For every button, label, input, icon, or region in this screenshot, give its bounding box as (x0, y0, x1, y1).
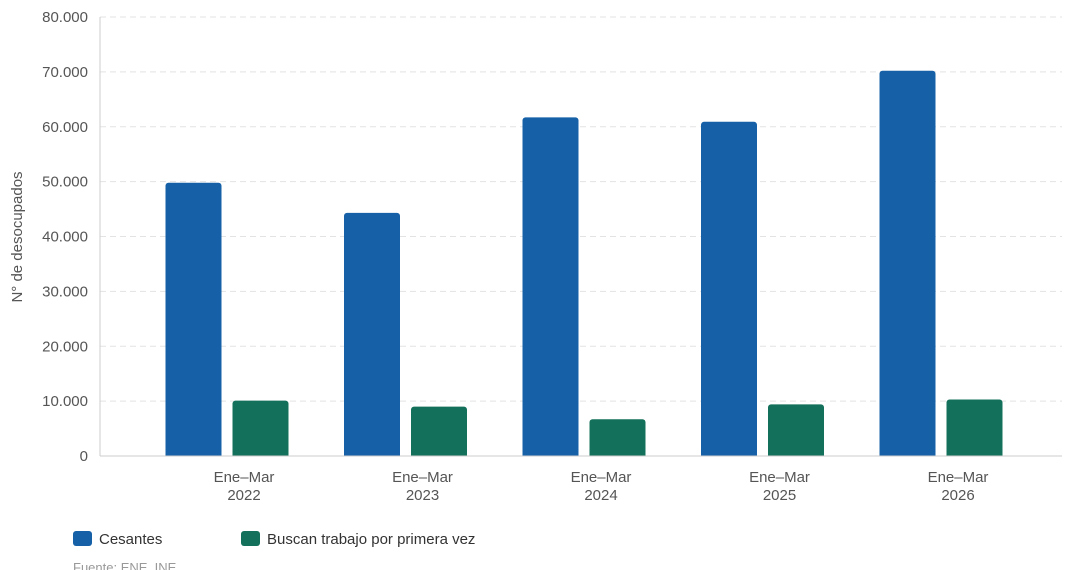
bar-cesantes-0 (165, 182, 222, 456)
legend-swatch-1 (241, 531, 260, 546)
y-axis-ticks: 0 10.000 20.000 30.000 40.000 50.000 60.000 70.… (42, 9, 88, 465)
bar-cesantes-3 (701, 121, 757, 456)
x-tick-label: Ene–Mar 2026 (928, 469, 989, 504)
legend: Cesantes Buscan trabajo por primera vez (73, 531, 475, 548)
bar-base (768, 452, 824, 456)
y-tick-label: 30.000 (42, 283, 88, 300)
y-tick-label: 70.000 (42, 64, 88, 81)
y-tick-label: 20.000 (42, 338, 88, 355)
bar-primera-vez-2 (589, 419, 646, 456)
x-tick-label: Ene–Mar 2024 (571, 469, 632, 504)
bar-base (879, 452, 936, 456)
y-tick-label: 10.000 (42, 393, 88, 410)
bar-base (344, 452, 400, 456)
y-tick-label: 50.000 (42, 174, 88, 191)
bar-base (946, 452, 1003, 456)
bar-primera-vez-3 (768, 404, 824, 456)
x-tick-label: Ene–Mar 2023 (392, 469, 453, 504)
y-tick-label: 60.000 (42, 119, 88, 136)
legend-label-1: Buscan trabajo por primera vez (267, 531, 475, 548)
y-axis-title: N° de desocupados (9, 171, 26, 302)
gridlines (100, 16, 1062, 402)
bar-base (589, 452, 646, 456)
y-tick-label: 40.000 (42, 229, 88, 246)
bar-primera-vez-0 (232, 400, 289, 456)
bar-cesantes-2 (522, 117, 579, 456)
x-tick-label: Ene–Mar 2025 (749, 469, 810, 504)
bar-base (411, 452, 467, 456)
legend-label-0: Cesantes (99, 531, 162, 548)
bar-base (165, 452, 222, 456)
bar-primera-vez-1 (411, 406, 467, 456)
bar-base (701, 452, 757, 456)
bar-primera-vez-4 (946, 399, 1003, 456)
bar-cesantes-1 (344, 212, 400, 456)
bar-cesantes-4 (879, 70, 936, 456)
y-tick-label: 0 (80, 448, 88, 465)
x-tick-label: Ene–Mar 2022 (214, 469, 275, 504)
source-note: Fuente: ENE, INE. (73, 560, 180, 570)
y-tick-label: 80.000 (42, 9, 88, 26)
legend-swatch-0 (73, 531, 92, 546)
bar-base (522, 452, 579, 456)
x-axis-ticks: Ene–Mar 2022 Ene–Mar 2023 Ene–Mar 2024 Ene–Mar… (214, 469, 989, 504)
bar-base (232, 452, 289, 456)
bars (165, 70, 1003, 456)
